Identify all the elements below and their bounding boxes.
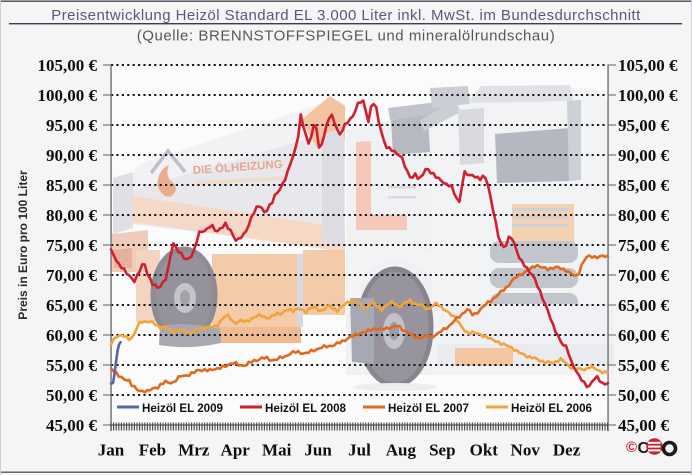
svg-text:Jul: Jul xyxy=(348,441,371,460)
svg-text:70,00 €: 70,00 € xyxy=(46,266,98,285)
svg-text:©: © xyxy=(626,439,637,456)
svg-text:Preis in Euro pro 100 Liter: Preis in Euro pro 100 Liter xyxy=(16,170,30,320)
svg-text:105,00 €: 105,00 € xyxy=(38,56,98,75)
svg-text:C: C xyxy=(638,440,650,457)
svg-text:50,00 €: 50,00 € xyxy=(618,386,670,405)
svg-text:Heizöl EL 2009: Heizöl EL 2009 xyxy=(142,402,224,415)
svg-text:70,00 €: 70,00 € xyxy=(618,266,670,285)
svg-text:80,00 €: 80,00 € xyxy=(618,206,670,225)
svg-text:100,00 €: 100,00 € xyxy=(38,86,98,105)
svg-text:Mrz: Mrz xyxy=(178,441,210,460)
svg-text:Okt: Okt xyxy=(470,441,499,460)
svg-text:80,00 €: 80,00 € xyxy=(46,206,98,225)
svg-text:Sep: Sep xyxy=(429,441,455,460)
svg-text:45,00 €: 45,00 € xyxy=(618,416,670,435)
svg-text:105,00 €: 105,00 € xyxy=(618,56,678,75)
svg-text:90,00 €: 90,00 € xyxy=(618,146,670,165)
svg-text:55,00 €: 55,00 € xyxy=(46,356,98,375)
svg-text:75,00 €: 75,00 € xyxy=(618,236,670,255)
svg-text:45,00 €: 45,00 € xyxy=(46,416,98,435)
svg-text:Aug: Aug xyxy=(386,441,417,460)
svg-text:60,00 €: 60,00 € xyxy=(618,326,670,345)
svg-text:Jan: Jan xyxy=(98,441,125,460)
svg-text:60,00 €: 60,00 € xyxy=(46,326,98,345)
svg-text:65,00 €: 65,00 € xyxy=(46,296,98,315)
svg-text:Preisentwicklung Heizöl Standa: Preisentwicklung Heizöl Standard EL 3.00… xyxy=(51,7,641,24)
svg-text:Heizöl EL 2006: Heizöl EL 2006 xyxy=(511,402,593,415)
svg-text:Nov: Nov xyxy=(511,441,541,460)
svg-text:Apr: Apr xyxy=(221,441,251,460)
svg-text:Mai: Mai xyxy=(262,441,292,460)
svg-text:65,00 €: 65,00 € xyxy=(618,296,670,315)
svg-text:DIE ÖLHEIZUNG: DIE ÖLHEIZUNG xyxy=(192,158,283,177)
svg-text:95,00 €: 95,00 € xyxy=(618,116,670,135)
svg-text:85,00 €: 85,00 € xyxy=(618,176,670,195)
svg-text:Dez: Dez xyxy=(553,441,581,460)
svg-text:100,00 €: 100,00 € xyxy=(618,86,678,105)
svg-text:85,00 €: 85,00 € xyxy=(46,176,98,195)
svg-text:Heizöl EL 2008: Heizöl EL 2008 xyxy=(265,402,347,415)
svg-text:Jun: Jun xyxy=(304,441,332,460)
svg-text:(Quelle: BRENNSTOFFSPIEGEL und: (Quelle: BRENNSTOFFSPIEGEL und mineralöl… xyxy=(137,28,556,45)
svg-text:75,00 €: 75,00 € xyxy=(46,236,98,255)
svg-text:55,00 €: 55,00 € xyxy=(618,356,670,375)
svg-text:90,00 €: 90,00 € xyxy=(46,146,98,165)
svg-text:95,00 €: 95,00 € xyxy=(46,116,98,135)
svg-text:Heizöl EL 2007: Heizöl EL 2007 xyxy=(388,402,469,415)
svg-text:Feb: Feb xyxy=(139,441,166,460)
svg-text:50,00 €: 50,00 € xyxy=(46,386,98,405)
